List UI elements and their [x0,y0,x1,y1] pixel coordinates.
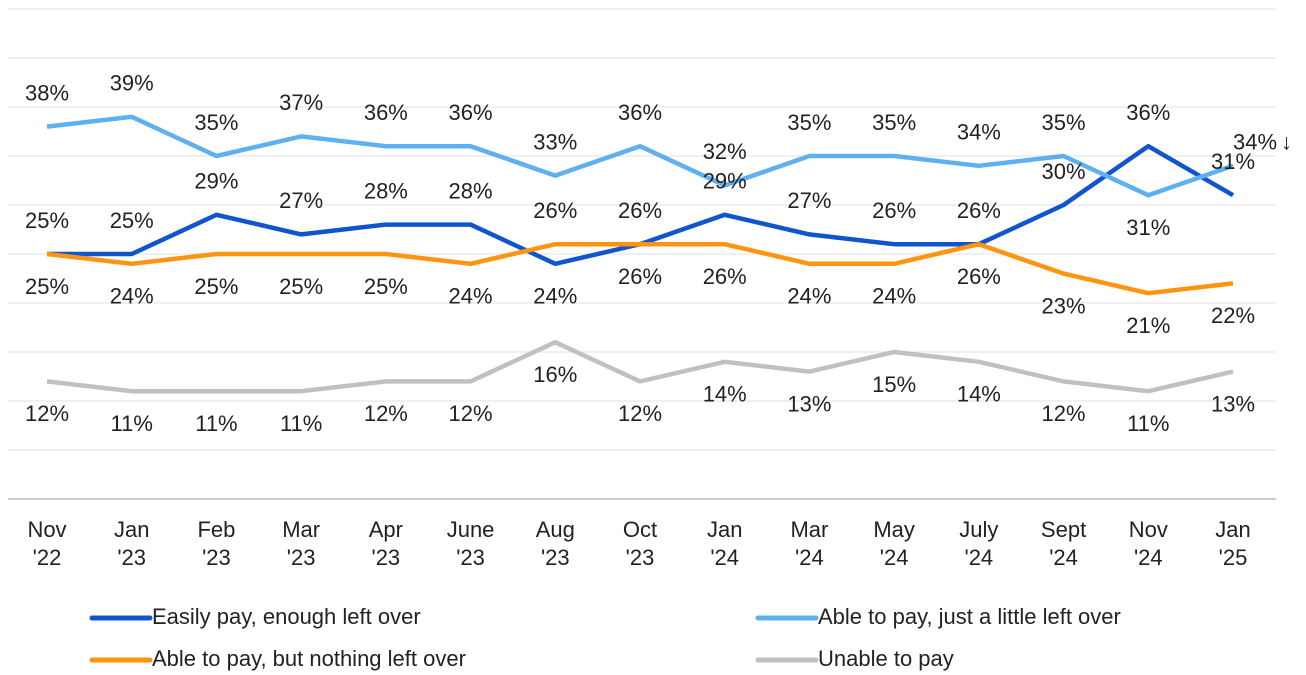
data-label: 37% [279,90,323,115]
data-label: 25% [25,208,69,233]
x-tick-label: Jan '23 [113,517,150,570]
data-label: 12% [25,401,69,426]
x-tick-label: Mar '23 [282,517,321,570]
data-label: 36% [618,100,662,125]
x-tick-label: Mar '24 [790,517,829,570]
data-label: 11% [280,411,322,436]
x-tick-label: July '24 [959,517,999,570]
data-label: 31% [1211,149,1255,174]
data-label: 39% [110,71,154,96]
data-label: 12% [1042,401,1086,426]
data-label: 36% [1126,100,1170,125]
data-label: 24% [787,284,831,309]
data-label: 28% [449,178,493,203]
data-label: 26% [533,198,577,223]
data-label: 13% [1211,391,1255,416]
data-label: 15% [872,372,916,397]
data-label: 23% [1042,293,1086,318]
data-label: 32% [703,139,747,164]
data-label: 29% [703,169,747,194]
data-label: 35% [1042,110,1086,135]
x-tick-label: Oct '23 [622,517,658,570]
data-label: 36% [364,100,408,125]
x-tick-label: June '23 [446,517,495,570]
data-label: 24% [872,284,916,309]
data-label: 12% [449,401,493,426]
x-tick-label: Nov '24 [1128,517,1168,570]
data-label: 27% [279,188,323,213]
data-label: 33% [533,129,577,154]
data-label: 29% [194,169,238,194]
series-line [46,241,1234,296]
data-label: 11% [111,411,153,436]
legend-label: Able to pay, just a little left over [818,604,1121,629]
data-label: 35% [872,110,916,135]
legend-label: Easily pay, enough left over [152,604,421,629]
data-label: 36% [449,100,493,125]
data-label: 26% [703,264,747,289]
x-tick-label: Nov '22 [27,517,67,570]
data-label: 25% [25,274,69,299]
data-label: 28% [364,178,408,203]
data-label: 14% [957,382,1001,407]
data-label: 14% [703,382,747,407]
data-label: 13% [787,391,831,416]
data-label: 25% [194,274,238,299]
annotation: ↓ [1281,130,1292,155]
data-label: 25% [279,274,323,299]
x-tick-label: Aug '23 [535,517,575,570]
data-label: 26% [957,198,1001,223]
data-label: 25% [364,274,408,299]
x-tick-label: Jan '25 [1215,517,1251,570]
data-label: 24% [533,284,577,309]
data-label: 12% [618,401,662,426]
series-line [46,339,1234,394]
data-label: 26% [618,264,662,289]
data-label: 22% [1211,303,1255,328]
data-label: 11% [195,411,237,436]
data-label: 27% [787,188,831,213]
x-tick-label: Jan '24 [706,517,743,570]
data-label: 24% [449,284,493,309]
data-label: 31% [1126,215,1170,240]
data-label: 35% [787,110,831,135]
data-label: 26% [618,198,662,223]
data-label: 38% [25,80,69,105]
x-tick-label: Sept '24 [1040,517,1087,570]
data-label: 16% [533,362,577,387]
data-label: 11% [1127,411,1169,436]
data-label: 30% [1042,159,1086,184]
data-label: 12% [364,401,408,426]
series-line [46,114,1234,198]
data-label: 34% [957,120,1001,145]
data-label: 35% [194,110,238,135]
data-label: 25% [110,208,154,233]
x-tick-label: May '24 [873,517,915,570]
data-label: 26% [957,264,1001,289]
x-tick-label: Apr '23 [368,517,403,570]
data-label: 24% [110,284,154,309]
data-label: 21% [1126,313,1170,338]
x-tick-label: Feb '23 [197,517,236,570]
data-label: 26% [872,198,916,223]
data-label: 34% [1233,130,1277,155]
legend-label: Able to pay, but nothing left over [152,646,466,671]
legend-label: Unable to pay [818,646,954,671]
